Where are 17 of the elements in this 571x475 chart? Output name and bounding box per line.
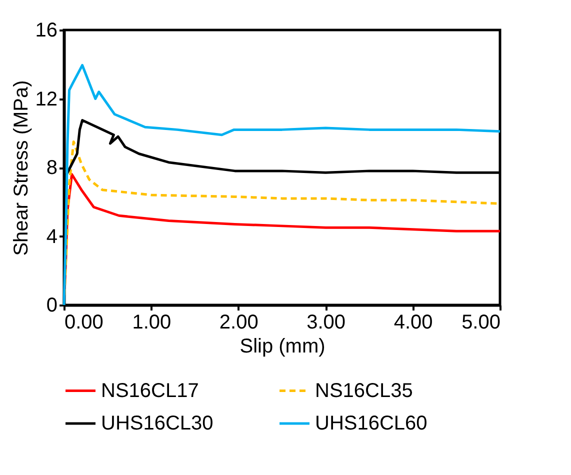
- x-tick-label: 2.00: [219, 312, 258, 334]
- legend-label: NS16CL17: [101, 380, 199, 402]
- x-tick-label: 5.00: [462, 312, 500, 334]
- legend-label: NS16CL35: [315, 380, 413, 402]
- x-tick-label: 0.00: [64, 312, 104, 334]
- x-tick-label: 4.00: [394, 312, 433, 334]
- y-tick-label: 12: [35, 88, 58, 110]
- y-tick-label: 4: [46, 226, 58, 248]
- y-tick-label: 0: [46, 294, 58, 316]
- x-tick-label: 1.00: [132, 312, 172, 334]
- y-tick-label: 16: [35, 20, 58, 42]
- legend-label: UHS16CL30: [101, 412, 214, 434]
- legend-label: UHS16CL60: [315, 412, 428, 434]
- y-axis-title: Shear Stress (MPa): [10, 80, 32, 256]
- y-tick-label: 8: [46, 157, 58, 179]
- x-axis-title: Slip (mm): [240, 336, 326, 358]
- x-tick-label: 3.00: [306, 312, 346, 334]
